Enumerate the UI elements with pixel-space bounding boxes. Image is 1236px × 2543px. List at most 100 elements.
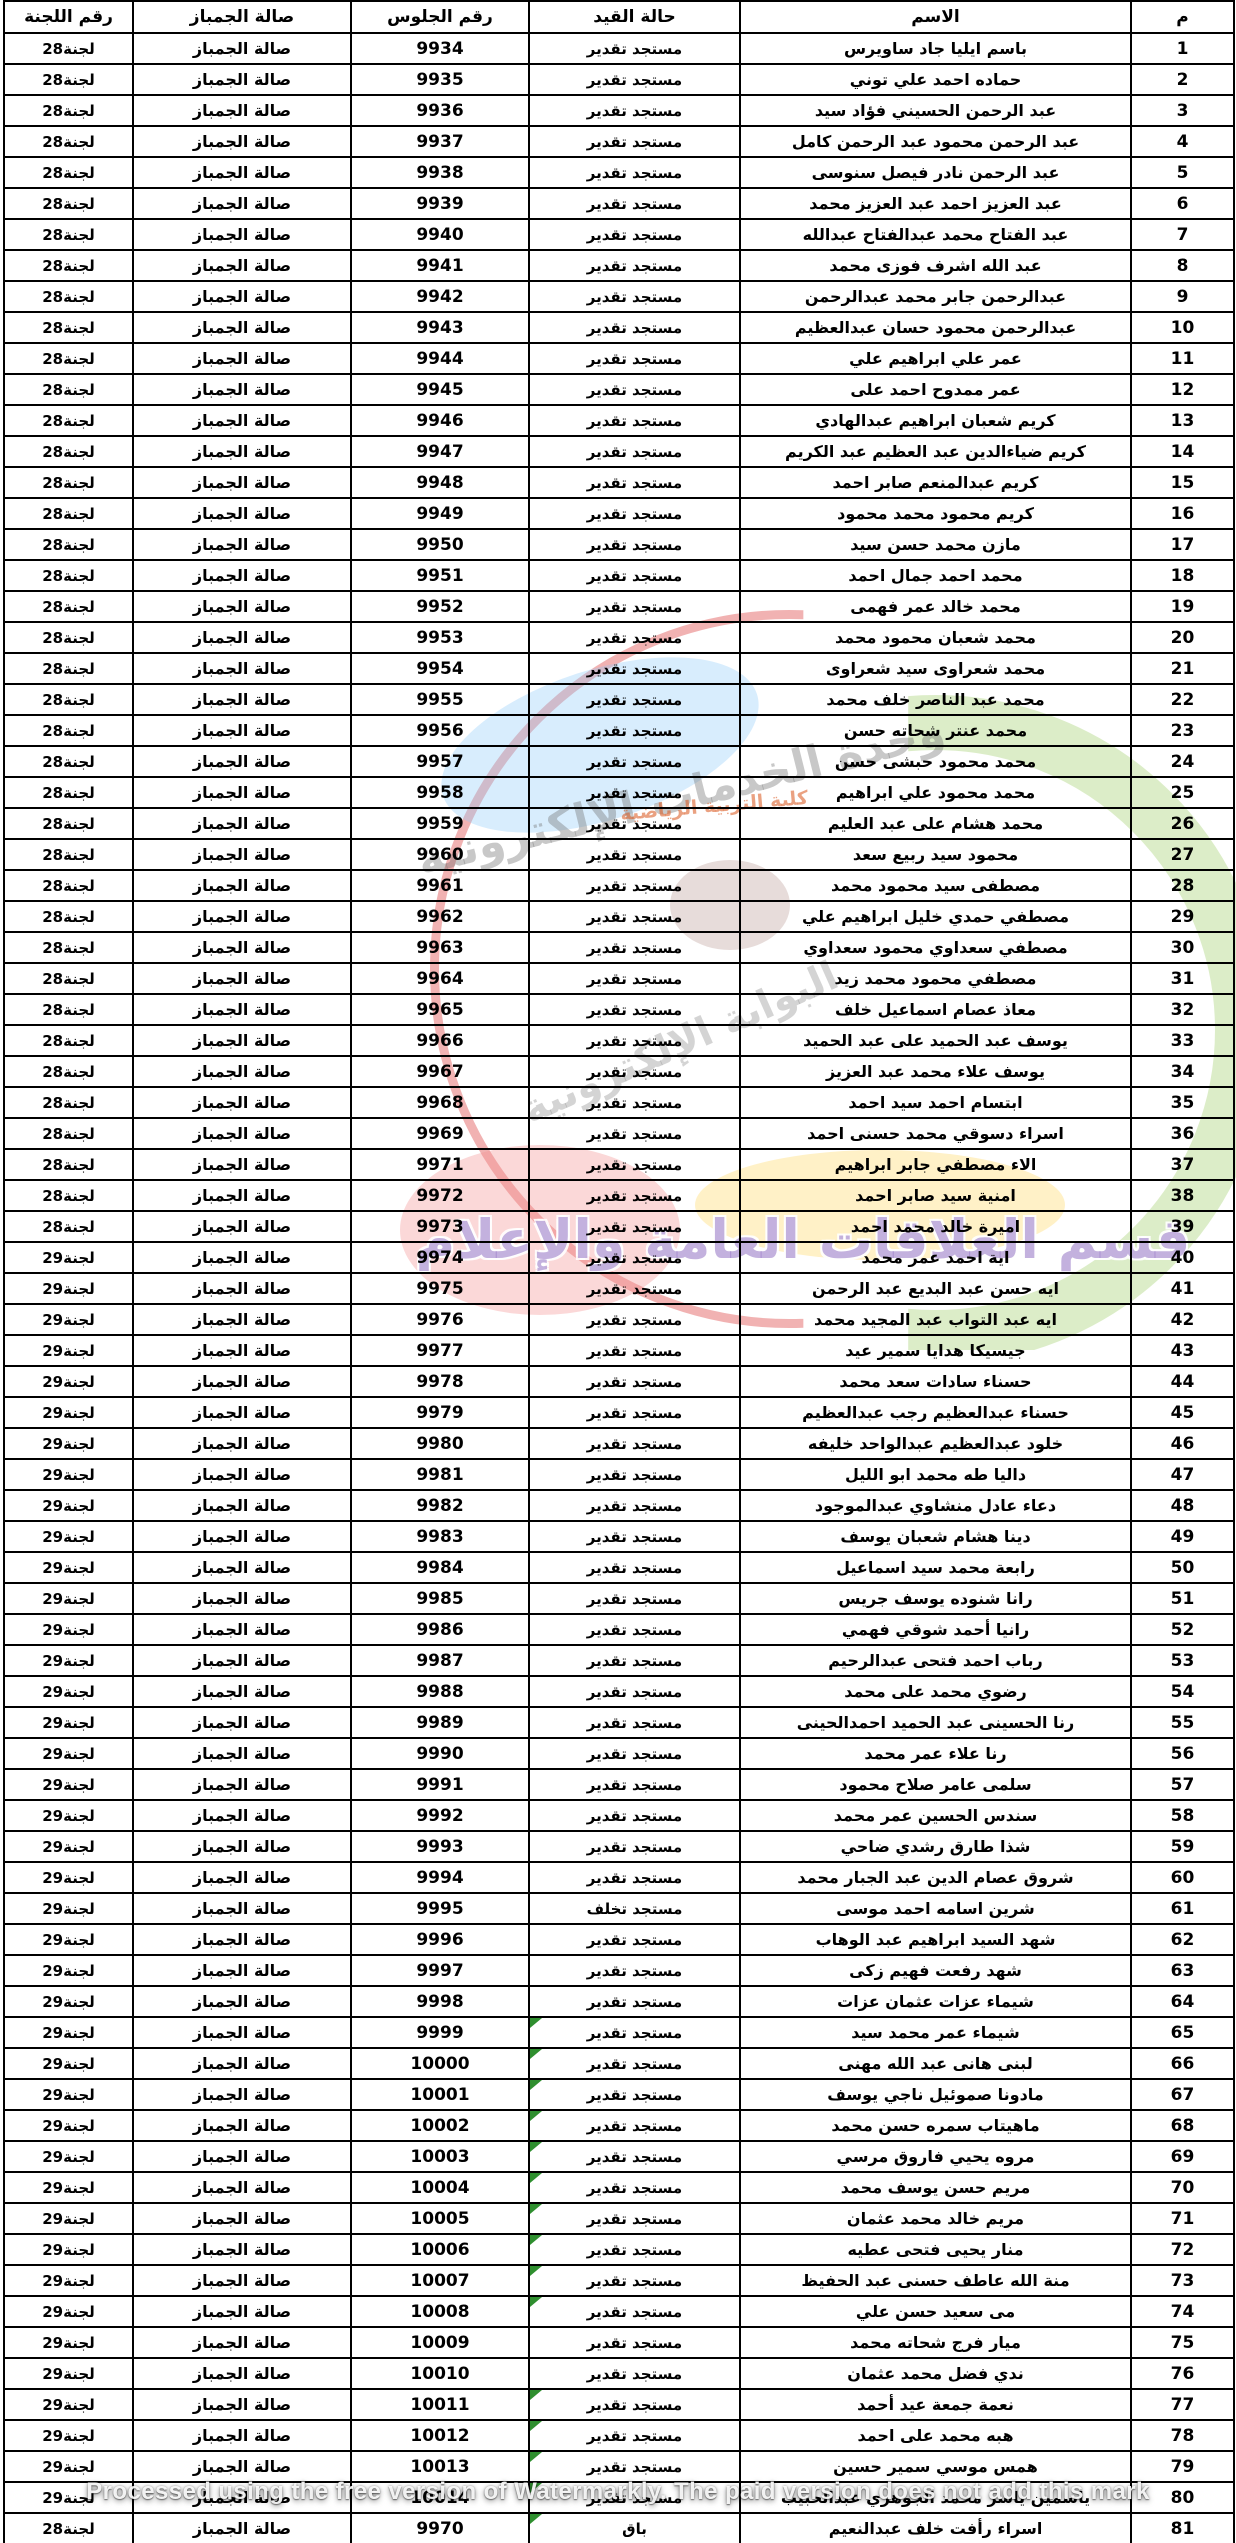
cell-status-text: مستجد تقدير bbox=[586, 1806, 683, 1825]
cell-seat-text: 9937 bbox=[416, 131, 464, 152]
table-row: 71 مريم خالد محمد عثمان مستجد تقدير 10005 صا… bbox=[3, 2202, 1235, 2235]
cell-hall: صالة الجمباز bbox=[132, 869, 352, 902]
cell-status: مستجد تقدير bbox=[528, 1489, 741, 1522]
cell-serial-text: 79 bbox=[1170, 2456, 1195, 2477]
cell-hall: صالة الجمباز bbox=[132, 187, 352, 220]
cell-name: رانا شنوده يوسف جريس bbox=[739, 1582, 1132, 1615]
cell-hall-text: صالة الجمباز bbox=[192, 1651, 292, 1670]
cell-name-text: كريم شعبان ابراهيم عبدالهادي bbox=[815, 411, 1056, 430]
cell-seat-text: 9982 bbox=[416, 1495, 464, 1516]
cell-name-text: مصطفى سيد محمود محمد bbox=[831, 876, 1040, 895]
cell-hall-text: صالة الجمباز bbox=[192, 535, 292, 554]
cell-hall: صالة الجمباز bbox=[132, 621, 352, 654]
cell-seat-text: 10001 bbox=[410, 2084, 470, 2105]
cell-serial: 48 bbox=[1130, 1489, 1235, 1522]
cell-status: مستجد تقدير bbox=[528, 1024, 741, 1057]
cell-seat: 9983 bbox=[350, 1520, 530, 1553]
cell-serial: 75 bbox=[1130, 2326, 1235, 2359]
cell-hall: صالة الجمباز bbox=[132, 2233, 352, 2266]
cell-hall-text: صالة الجمباز bbox=[192, 2240, 292, 2259]
cell-serial-text: 22 bbox=[1170, 689, 1195, 710]
cell-serial-text: 78 bbox=[1170, 2425, 1195, 2446]
cell-seat-text: 9969 bbox=[416, 1123, 464, 1144]
table-row: 3 عبد الرحمن الحسيني فؤاد سيد مستجد تقدير 9… bbox=[3, 94, 1235, 127]
cell-committee: لجنة28 bbox=[3, 497, 134, 530]
cell-serial-text: 20 bbox=[1170, 627, 1195, 648]
cell-committee-text: لجنة28 bbox=[42, 597, 95, 616]
cell-serial: 79 bbox=[1130, 2450, 1235, 2483]
cell-name: امنية سيد صابر احمد bbox=[739, 1179, 1132, 1212]
excel-flag-icon bbox=[531, 2298, 542, 2307]
cell-status-text: مستجد تقدير bbox=[586, 907, 683, 926]
cell-hall: صالة الجمباز bbox=[132, 993, 352, 1026]
cell-seat: 9992 bbox=[350, 1799, 530, 1832]
cell-hall: صالة الجمباز bbox=[132, 404, 352, 437]
cell-hall: صالة الجمباز bbox=[132, 1644, 352, 1677]
cell-status-text: باق bbox=[622, 2519, 647, 2538]
cell-seat-text: 9980 bbox=[416, 1433, 464, 1454]
cell-seat: 9950 bbox=[350, 528, 530, 561]
cell-committee-text: لجنة29 bbox=[42, 1651, 95, 1670]
cell-status: مستجد تقدير bbox=[528, 2140, 741, 2173]
cell-committee-text: لجنة29 bbox=[42, 2426, 95, 2445]
cell-seat: 9953 bbox=[350, 621, 530, 654]
cell-name: رانيا أحمد شوقي فهمي bbox=[739, 1613, 1132, 1646]
cell-seat-text: 10000 bbox=[410, 2053, 470, 2074]
cell-committee: لجنة28 bbox=[3, 1024, 134, 1057]
cell-status: مستجد تقدير bbox=[528, 1520, 741, 1553]
cell-seat-text: 10013 bbox=[410, 2456, 470, 2477]
cell-name-text: مصطفي محمود محمد زيد bbox=[834, 969, 1037, 988]
cell-name: محمد هشام على عبد العليم bbox=[739, 807, 1132, 840]
cell-serial: 44 bbox=[1130, 1365, 1235, 1398]
cell-committee: لجنة29 bbox=[3, 1737, 134, 1770]
cell-seat-text: 9994 bbox=[416, 1867, 464, 1888]
cell-committee: لجنة29 bbox=[3, 2481, 134, 2514]
cell-committee: لجنة28 bbox=[3, 1210, 134, 1243]
cell-committee: لجنة29 bbox=[3, 2016, 134, 2049]
cell-name-text: عبد العزيز احمد عبد العزيز محمد bbox=[809, 194, 1062, 213]
cell-hall: صالة الجمباز bbox=[132, 683, 352, 716]
cell-serial-text: 76 bbox=[1170, 2363, 1195, 2384]
cell-status: مستجد تقدير bbox=[528, 1117, 741, 1150]
cell-name-text: عبد الرحمن نادر فيصل سنوسى bbox=[811, 163, 1060, 182]
cell-hall-text: صالة الجمباز bbox=[192, 1589, 292, 1608]
cell-seat-text: 10014 bbox=[410, 2487, 470, 2508]
table-row: 53 رباب احمد فتحى عبدالرحيم مستجد تقدير 998… bbox=[3, 1644, 1235, 1677]
cell-hall: صالة الجمباز bbox=[132, 1520, 352, 1553]
cell-committee: لجنة28 bbox=[3, 94, 134, 127]
cell-name: مروه يحيي فاروق مرسي bbox=[739, 2140, 1132, 2173]
cell-name-text: معاذ عصام اسماعيل خلف bbox=[834, 1000, 1037, 1019]
cell-committee-text: لجنة29 bbox=[42, 2023, 95, 2042]
cell-seat: 10011 bbox=[350, 2388, 530, 2421]
cell-status: مستجد تقدير bbox=[528, 931, 741, 964]
cell-status-text: مستجد تقدير bbox=[586, 1620, 683, 1639]
cell-name: مادونا صموئيل ناجي يوسف bbox=[739, 2078, 1132, 2111]
cell-seat-text: 10003 bbox=[410, 2146, 470, 2167]
cell-status-text: مستجد تقدير bbox=[586, 380, 683, 399]
cell-seat: 9940 bbox=[350, 218, 530, 251]
cell-serial-text: 14 bbox=[1170, 441, 1195, 462]
cell-committee-text: لجنة28 bbox=[42, 256, 95, 275]
cell-serial: 74 bbox=[1130, 2295, 1235, 2328]
cell-serial: 24 bbox=[1130, 745, 1235, 778]
cell-committee-text: لجنة28 bbox=[42, 101, 95, 120]
table-row: 70 مريم حسن يوسف محمد مستجد تقدير 10004 صالة… bbox=[3, 2171, 1235, 2204]
cell-name-text: مريم خالد محمد عثمان bbox=[846, 2209, 1025, 2228]
cell-committee: لجنة29 bbox=[3, 2388, 134, 2421]
cell-hall: صالة الجمباز bbox=[132, 2264, 352, 2297]
cell-status: مستجد تقدير bbox=[528, 1055, 741, 1088]
cell-committee-text: لجنة29 bbox=[42, 1961, 95, 1980]
cell-status: مستجد تقدير bbox=[528, 2047, 741, 2080]
cell-committee-text: لجنة28 bbox=[42, 380, 95, 399]
cell-committee: لجنة28 bbox=[3, 1055, 134, 1088]
cell-committee-text: لجنة29 bbox=[42, 2116, 95, 2135]
cell-status: مستجد تقدير bbox=[528, 1427, 741, 1460]
cell-committee-text: لجنة28 bbox=[42, 1217, 95, 1236]
cell-hall-text: صالة الجمباز bbox=[192, 163, 292, 182]
cell-name: منار يحيى فتحى عطيه bbox=[739, 2233, 1132, 2266]
cell-committee-text: لجنة29 bbox=[42, 2364, 95, 2383]
cell-seat: 9979 bbox=[350, 1396, 530, 1429]
cell-serial-text: 12 bbox=[1170, 379, 1195, 400]
cell-status-text: مستجد تقدير bbox=[586, 1186, 683, 1205]
cell-hall-text: صالة الجمباز bbox=[192, 845, 292, 864]
